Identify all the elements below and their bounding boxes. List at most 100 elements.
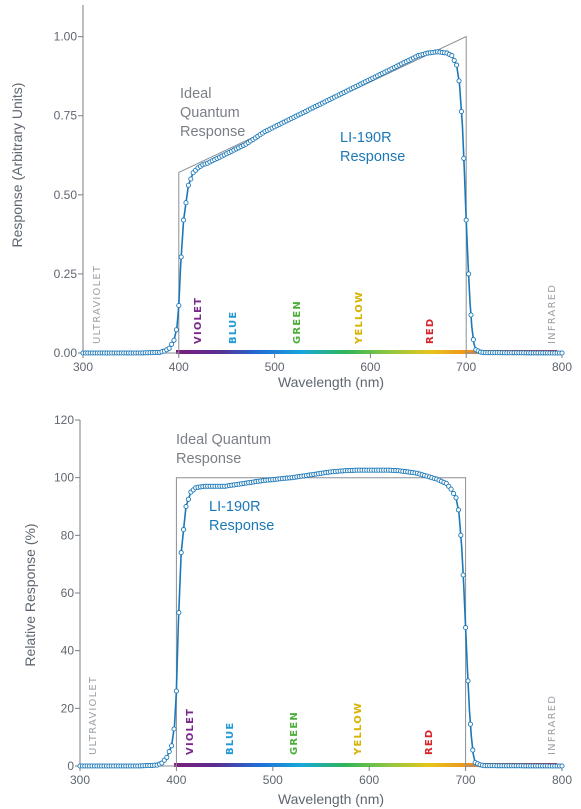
- top-spectrum-bar: [176, 350, 557, 354]
- bottom-ideal-label: Ideal Quantum Response: [176, 432, 275, 467]
- bottom-y-axis-title-text: Relative Response (%): [22, 523, 38, 666]
- top-sensor-response-line: [83, 50, 563, 354]
- top-ideal-label: Ideal Quantum Response: [180, 86, 245, 140]
- bottom-sensor-point: [463, 625, 469, 631]
- bottom-chart: 300 400 500 600 700 800 0 20 40 60 80 100 120 Relati…: [22, 413, 572, 807]
- top-y-axis-title: Response (Arbitrary Units): [9, 83, 25, 248]
- bottom-sensor-point: [183, 503, 189, 510]
- bottom-sensor-point: [171, 726, 177, 732]
- top-y-tick-label: 0.25: [54, 267, 78, 281]
- bottom-ideal-label-line-2: Response: [176, 451, 241, 467]
- top-sensor-point: [559, 350, 565, 356]
- top-y-tick-label: 0.75: [54, 109, 78, 123]
- top-x-tick-label: 400: [169, 360, 189, 374]
- bottom-sensor-label-line-1: LI-190R: [209, 499, 261, 515]
- top-band-violet: VIOLET: [193, 297, 204, 344]
- bottom-y-tick-label: 40: [61, 644, 75, 658]
- bottom-y-tick-label: 0: [67, 759, 74, 773]
- top-chart: 300 400 500 600 700 800 0.00 0.25 0.50 0.75 1.00 R…: [9, 5, 572, 390]
- top-sensor-point: [169, 341, 175, 347]
- top-y-tick-label: 0.00: [54, 346, 78, 360]
- top-x-tick-label: 500: [265, 360, 285, 374]
- bottom-y-tick-label: 20: [61, 701, 75, 715]
- top-sensor-label-line-2: Response: [340, 149, 405, 165]
- bottom-sensor-point: [166, 749, 172, 755]
- top-sensor-point: [470, 337, 476, 343]
- top-x-tick-label: 800: [552, 360, 572, 374]
- bottom-band-red: RED: [424, 729, 435, 755]
- bottom-sensor-point: [470, 747, 476, 753]
- bottom-sensor-point: [173, 688, 179, 694]
- bottom-y-tick-label: 60: [61, 586, 75, 600]
- bottom-ticks: 300 400 500 600 700 800 0 20 40 60 80 100 120: [54, 413, 572, 787]
- top-x-tick-label: 700: [456, 360, 476, 374]
- top-sensor-point: [468, 312, 474, 318]
- bottom-x-tick-label: 800: [552, 773, 572, 787]
- top-band-green: GREEN: [292, 300, 303, 344]
- bottom-series: [77, 467, 565, 769]
- top-sensor-label-line-1: LI-190R: [340, 130, 392, 146]
- bottom-x-tick-label: 400: [166, 773, 186, 787]
- top-sensor-point: [173, 327, 179, 333]
- bottom-y-tick-label: 80: [61, 528, 75, 542]
- bottom-sensor-point: [185, 496, 191, 502]
- bottom-x-tick-label: 600: [359, 773, 379, 787]
- bottom-band-ultraviolet: ULTRAVIOLET: [88, 676, 99, 755]
- bottom-y-tick-label: 100: [54, 471, 74, 485]
- bottom-sensor-point: [448, 486, 454, 492]
- top-band-blue: BLUE: [228, 311, 239, 344]
- bottom-sensor-response-line: [80, 469, 563, 767]
- bottom-ideal-response-line: [80, 477, 562, 767]
- bottom-sensor-point: [455, 507, 461, 513]
- bottom-x-tick-label: 500: [263, 773, 283, 787]
- top-sensor-point: [449, 53, 455, 59]
- top-band-infrared: INFRARED: [547, 284, 558, 344]
- top-sensor-point: [458, 108, 464, 115]
- top-sensor-point: [181, 217, 187, 223]
- bottom-sensor-point: [467, 721, 473, 727]
- bottom-sensor-point: [451, 490, 457, 497]
- top-sensor-point: [461, 155, 467, 161]
- bottom-sensor-point: [181, 527, 187, 533]
- top-band-red: RED: [425, 318, 436, 344]
- bottom-x-axis-title: Wavelength (nm): [278, 791, 384, 807]
- top-sensor-point: [466, 271, 472, 277]
- top-ideal-response-line: [83, 35, 562, 354]
- bottom-sensor-point: [164, 754, 170, 760]
- top-sensor-point: [454, 62, 460, 68]
- bottom-x-tick-label: 700: [456, 773, 476, 787]
- top-sensor-point: [171, 337, 177, 343]
- top-ideal-label-line-1: Ideal: [180, 86, 211, 102]
- bottom-sensor-point: [460, 572, 466, 578]
- bottom-band-green: GREEN: [289, 711, 300, 755]
- bottom-y-tick-label: 120: [54, 413, 74, 427]
- top-sensor-point: [463, 217, 469, 223]
- bottom-sensor-point: [559, 763, 565, 769]
- top-series: [80, 35, 565, 356]
- top-sensor-label: LI-190R Response: [340, 130, 405, 165]
- bottom-band-blue: BLUE: [225, 722, 236, 755]
- bottom-sensor-point: [465, 678, 471, 684]
- bottom-sensor-label-line-2: Response: [209, 518, 274, 534]
- top-band-yellow: YELLOW: [354, 291, 365, 345]
- top-x-tick-label: 300: [73, 360, 93, 374]
- bottom-sensor-label: LI-190R Response: [209, 499, 274, 534]
- top-y-axis-title-text: Response (Arbitrary Units): [9, 83, 25, 248]
- bottom-sensor-point: [178, 550, 184, 556]
- bottom-spectrum-bar: [174, 763, 557, 767]
- top-y-tick-label: 0.50: [54, 188, 78, 202]
- top-sensor-point: [178, 254, 184, 260]
- top-ticks: 300 400 500 600 700 800 0.00 0.25 0.50 0.75 1.00: [54, 30, 573, 374]
- top-y-tick-label: 1.00: [54, 30, 78, 44]
- top-x-axis-title: Wavelength (nm): [278, 374, 384, 390]
- top-sensor-point: [451, 57, 457, 63]
- bottom-band-violet: VIOLET: [185, 708, 196, 755]
- top-band-ultraviolet: ULTRAVIOLET: [92, 265, 103, 344]
- bottom-sensor-point: [169, 743, 175, 749]
- bottom-y-axis-title: Relative Response (%): [22, 523, 38, 666]
- top-ideal-label-line-3: Response: [180, 124, 245, 140]
- bottom-sensor-point: [453, 495, 459, 501]
- bottom-ideal-label-line-1: Ideal Quantum: [176, 432, 271, 448]
- top-sensor-point: [188, 176, 194, 182]
